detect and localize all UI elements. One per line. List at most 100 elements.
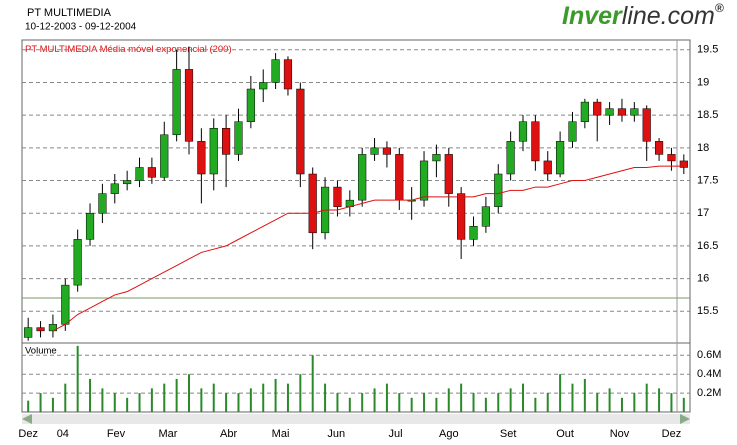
candle-body <box>654 141 664 155</box>
x-tick-label: Dez <box>662 428 682 440</box>
volume-bar <box>658 388 661 412</box>
volume-bar <box>348 397 351 412</box>
volume-bar <box>299 374 302 412</box>
candle-body <box>246 88 255 122</box>
volume-bar <box>497 393 500 412</box>
candle-body <box>506 141 515 175</box>
volume-bar <box>101 388 104 412</box>
candle-body <box>172 69 181 136</box>
volume-bar <box>484 397 487 412</box>
candle-body <box>308 173 317 234</box>
candle-body <box>271 59 280 83</box>
volume-bar <box>361 393 364 412</box>
legend-ema: Média móvel exponencial (200) <box>100 44 232 55</box>
candle-body <box>197 141 206 175</box>
volume-bar <box>324 383 327 412</box>
y2-tick-label: 0.4M <box>697 368 721 380</box>
volume-bar <box>522 383 524 412</box>
volume-bar <box>645 383 648 412</box>
candle-body <box>24 327 33 338</box>
candle-body <box>568 121 577 142</box>
volume-bar <box>583 378 586 412</box>
candle-body <box>469 226 478 240</box>
candle-body <box>617 108 627 116</box>
volume-bar <box>596 393 599 412</box>
candle-body <box>160 134 169 178</box>
logo-mark: ® <box>715 1 724 15</box>
volume-bar <box>460 383 463 412</box>
candle-body <box>457 193 466 240</box>
volume-bar <box>509 388 512 412</box>
volume-bar <box>138 393 141 412</box>
candle-body <box>61 284 70 325</box>
volume-bar <box>410 397 413 412</box>
volume-bar <box>534 397 537 412</box>
x-tick-label: Jun <box>327 428 345 440</box>
y-tick-label: 17.5 <box>697 174 718 186</box>
y-tick-label: 19.5 <box>697 44 718 56</box>
candle-body <box>605 108 614 116</box>
y-tick-label: 17 <box>697 207 709 219</box>
x-tick-label: Jul <box>389 428 403 440</box>
volume-bar <box>126 397 129 412</box>
volume-bar <box>311 355 314 412</box>
candle-body <box>222 127 231 155</box>
x-tick-label: Nov <box>610 428 630 440</box>
volume-bar <box>571 383 574 412</box>
volume-bar <box>113 393 116 412</box>
x-tick-label: Abr <box>220 428 237 440</box>
chart-title: PT MULTIMEDIA <box>27 7 112 19</box>
x-tick-label: Ago <box>439 428 459 440</box>
y2-tick-label: 0.2M <box>697 387 721 399</box>
candle-body <box>370 147 379 155</box>
plot-frame <box>21 39 691 413</box>
legend-main: PT MULTIMEDIA <box>25 44 98 55</box>
candle-body <box>667 154 676 162</box>
volume-bar <box>249 388 252 412</box>
ema-line <box>52 165 684 332</box>
volume-bar <box>274 378 277 412</box>
volume-bar <box>670 393 673 412</box>
scroll-right[interactable] <box>680 414 690 424</box>
scrollbar[interactable] <box>22 414 690 424</box>
candle-body <box>110 183 119 194</box>
volume-label: Volume <box>25 346 57 357</box>
y-tick-label: 15.5 <box>697 305 718 317</box>
volume-bar <box>435 397 438 412</box>
volume-bar <box>188 374 190 412</box>
y-tick-label: 18.5 <box>697 109 718 121</box>
candle-body <box>259 82 268 90</box>
candle-body <box>147 167 156 178</box>
x-tick-label: Mar <box>158 428 177 440</box>
candle-body <box>593 101 602 116</box>
candle-body <box>85 212 95 240</box>
volume-bar <box>225 393 228 412</box>
candle-body <box>283 59 293 90</box>
legend: PT MULTIMEDIA Média móvel exponencial (2… <box>25 44 232 55</box>
scroll-left[interactable] <box>22 414 32 424</box>
candle-body <box>36 327 45 332</box>
x-tick-label: 04 <box>57 428 69 440</box>
volume-bar <box>150 388 153 412</box>
candle-body <box>642 108 651 142</box>
volume-bar <box>89 378 92 412</box>
volume-bar <box>336 393 339 412</box>
candle-body <box>296 88 305 175</box>
logo: Inverline.com® <box>562 1 724 29</box>
candle-body <box>209 127 218 175</box>
volume-bar <box>39 393 42 412</box>
volume-bar <box>175 378 178 412</box>
candle-body <box>395 154 404 201</box>
candle-body <box>531 121 540 162</box>
y-tick-label: 16 <box>697 272 709 284</box>
candle-body <box>234 121 243 155</box>
x-tick-label: Dez <box>18 428 38 440</box>
candle-body <box>382 147 392 155</box>
candle-body <box>556 141 565 175</box>
volume-bar <box>163 383 166 412</box>
x-tick-label: Fev <box>107 428 126 440</box>
volume-bar <box>447 388 450 412</box>
candle-body <box>184 69 194 142</box>
candle-body <box>432 154 441 162</box>
